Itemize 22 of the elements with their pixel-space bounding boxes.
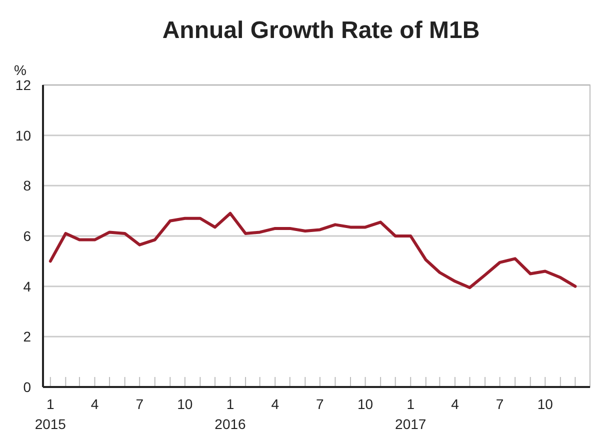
y-tick-label: 8	[23, 178, 32, 194]
x-tick-label: 7	[496, 396, 504, 412]
y-tick-label: 4	[23, 278, 32, 294]
y-tick-label: 6	[23, 228, 32, 244]
x-tick-label: 7	[316, 396, 324, 412]
x-tick-label: 4	[451, 396, 460, 412]
x-tick-label: 7	[136, 396, 144, 412]
x-tick-label: 10	[357, 396, 374, 412]
x-tick-label: 1 2015	[34, 396, 66, 432]
y-tick-label: 10	[15, 127, 32, 144]
y-tick-label: 2	[23, 328, 32, 345]
x-tick-label: 1 2017	[395, 396, 426, 432]
x-tick-label: 4	[271, 396, 280, 412]
x-tick-label: 1 2016	[214, 396, 246, 432]
x-tick-label: 10	[177, 396, 193, 412]
y-axis-title: %	[14, 62, 26, 78]
y-tick-label: 12	[15, 77, 32, 93]
x-tick-label: 10	[537, 396, 554, 412]
y-tick-label: 0	[23, 379, 32, 395]
x-tick-label: 4	[90, 396, 99, 412]
line-series	[48, 212, 577, 290]
chart-title: Annual Growth Rate of M1B	[162, 17, 480, 44]
